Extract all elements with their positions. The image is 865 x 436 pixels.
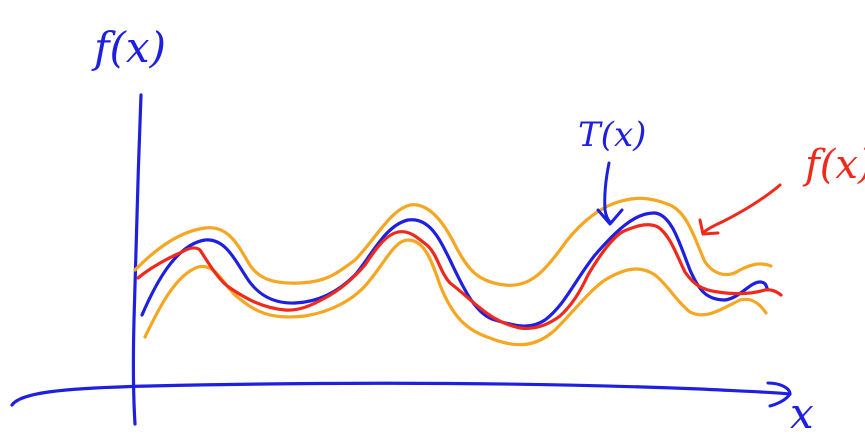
true-function-label: T(x) bbox=[578, 115, 646, 155]
estimated-function-curve bbox=[136, 223, 783, 331]
x-axis bbox=[10, 381, 792, 407]
lower-confidence-band bbox=[143, 238, 768, 347]
x-axis-arrowhead bbox=[766, 381, 792, 408]
x-axis-label: x bbox=[790, 389, 814, 436]
y-axis bbox=[131, 93, 143, 426]
true-function-pointer-arrow bbox=[603, 161, 612, 224]
estimated-function-label: f(x) bbox=[802, 142, 865, 188]
upper-confidence-band bbox=[133, 196, 773, 287]
estimated-function-pointer-arrowhead bbox=[698, 218, 720, 236]
y-axis-label: f(x) bbox=[91, 23, 166, 72]
true-function-curve bbox=[140, 211, 769, 328]
estimated-function-pointer-arrow bbox=[701, 183, 782, 235]
true-function-pointer-arrowhead bbox=[596, 208, 624, 226]
